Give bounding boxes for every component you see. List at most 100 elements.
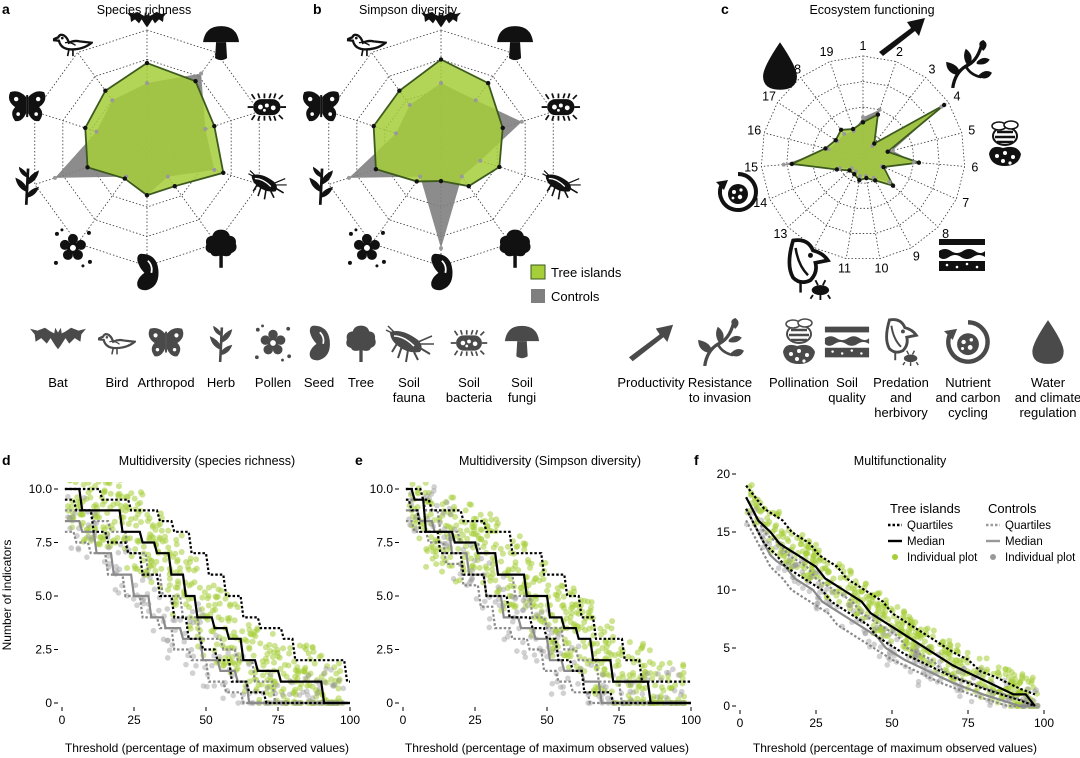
plot-point-controls — [177, 617, 184, 623]
legend-swatch-tree-islands — [530, 264, 546, 280]
plot-point-controls — [486, 560, 493, 566]
plot-point-tree-islands — [90, 503, 97, 510]
plot-point-controls — [876, 653, 883, 660]
radar-spoke — [146, 147, 217, 244]
radar-point-tree-islands — [438, 57, 444, 62]
plot-point-tree-islands — [87, 524, 94, 531]
plot-point-controls — [881, 631, 887, 637]
plot-point-tree-islands — [547, 639, 554, 646]
plot-point-tree-islands — [307, 670, 314, 677]
plot-point-controls — [557, 666, 564, 672]
plot-point-tree-islands — [817, 556, 824, 563]
plot-point-tree-islands — [560, 593, 567, 600]
plot-point-controls — [663, 694, 669, 701]
plot-point-tree-islands — [499, 550, 506, 557]
plot-point-tree-islands — [507, 601, 514, 608]
plot-point-tree-islands — [410, 457, 416, 463]
plot-point-tree-islands — [771, 526, 778, 533]
radar-point-controls — [877, 107, 882, 112]
plot-point-controls — [330, 683, 337, 689]
key-label-bird: Bird — [105, 375, 128, 390]
plot-point-controls — [671, 687, 678, 694]
plot-point-tree-islands — [875, 591, 882, 598]
plot-point-tree-islands — [634, 649, 641, 656]
plot-point-controls — [164, 638, 171, 644]
key-label-mushroom: fungi — [508, 390, 536, 405]
plot-point-tree-islands — [266, 683, 273, 690]
key-label-bacteria: Soil — [458, 375, 480, 390]
plot-point-controls — [85, 522, 92, 528]
panel-e-letter: e — [355, 452, 363, 468]
plot-point-controls — [588, 662, 595, 669]
plot-point-controls — [160, 636, 167, 643]
plot-point-controls — [654, 694, 661, 700]
radar-point-controls — [473, 98, 478, 103]
plot-point-tree-islands — [940, 651, 947, 658]
radar-point-tree-islands — [872, 141, 877, 146]
radar-point-controls — [478, 158, 483, 163]
radar-point-controls — [459, 174, 464, 179]
bee-icon — [781, 318, 817, 366]
radar-point-tree-islands — [890, 183, 896, 188]
key-label-water-drop: regulation — [1019, 405, 1076, 420]
plot-point-tree-islands — [862, 580, 869, 587]
plot-point-tree-islands — [243, 638, 250, 645]
plot-point-tree-islands — [95, 476, 101, 482]
plot-point-controls — [628, 697, 634, 704]
key-label-bacteria: bacteria — [446, 390, 493, 405]
radar-point-controls — [861, 115, 865, 120]
plot-point-controls — [670, 666, 676, 673]
plot-point-controls — [216, 653, 223, 660]
radar-point-tree-islands — [438, 178, 444, 184]
plot-point-tree-islands — [1030, 684, 1037, 691]
plot-point-tree-islands — [536, 577, 543, 584]
plot-point-tree-islands — [231, 617, 238, 624]
plot-point-controls — [65, 493, 71, 500]
panel-a-title: Species richness — [97, 3, 192, 17]
legend-label-tree-islands: Tree islands — [551, 265, 622, 280]
plot-point-tree-islands — [752, 497, 759, 504]
plot-point-tree-islands — [267, 647, 274, 654]
radar-spoke — [146, 52, 217, 149]
plot-point-controls — [134, 602, 140, 609]
radar-point-tree-islands — [847, 168, 852, 173]
plot-point-tree-islands — [837, 574, 844, 581]
plot-point-tree-islands — [178, 548, 185, 555]
plot-point-tree-islands — [185, 566, 192, 573]
butterfly-icon — [148, 327, 184, 357]
tree-icon — [346, 325, 376, 362]
plot-point-tree-islands — [922, 626, 929, 633]
plot-point-controls — [794, 561, 801, 568]
plot-point-controls — [195, 601, 202, 607]
plot-point-tree-islands — [152, 567, 159, 574]
plot-point-tree-islands — [464, 535, 471, 542]
radar-spoke — [146, 147, 260, 185]
bacteria-icon — [540, 92, 581, 122]
plot-point-controls — [286, 691, 293, 698]
plot-point-tree-islands — [68, 450, 74, 456]
plot-point-tree-islands — [601, 671, 608, 678]
plot-point-tree-islands — [67, 457, 73, 463]
plot-point-tree-islands — [113, 476, 119, 482]
plot-point-controls — [496, 602, 503, 609]
plot-point-tree-islands — [174, 578, 181, 585]
plot-point-controls — [305, 672, 312, 679]
legend-swatch-controls — [531, 289, 545, 303]
y-tick-label: 15 — [717, 525, 731, 539]
plot-point-tree-islands — [125, 521, 132, 528]
plot-point-controls — [534, 611, 540, 618]
plot-point-tree-islands — [216, 600, 223, 607]
radar-grid-ring — [760, 55, 966, 260]
radar-point-tree-islands — [850, 126, 856, 132]
radar-series-tree-islands — [372, 58, 504, 188]
radar-point-tree-islands — [834, 167, 840, 172]
plot-point-tree-islands — [640, 640, 647, 647]
bacteria-icon — [450, 328, 488, 358]
plot-point-tree-islands — [152, 526, 159, 533]
plot-point-tree-islands — [283, 673, 290, 680]
plot-point-controls — [957, 693, 963, 700]
key-label-bee: Pollination — [769, 375, 829, 390]
line-tree-islands-upper-quartile — [64, 487, 350, 683]
plot-point-tree-islands — [836, 598, 843, 605]
